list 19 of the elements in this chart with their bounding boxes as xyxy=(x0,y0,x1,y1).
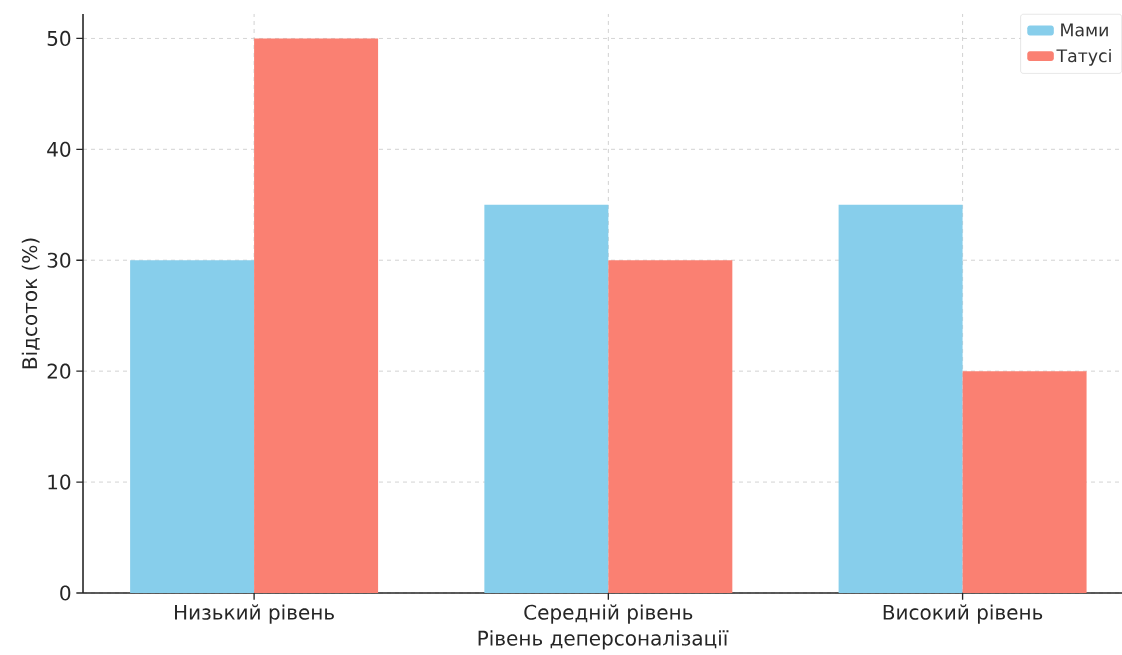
y-axis-title: Відсоток (%) xyxy=(21,238,40,369)
legend-label: Татусі xyxy=(1056,48,1111,66)
x-tick-label: Середній рівень xyxy=(524,604,693,624)
x-tick-label: Низький рівень xyxy=(175,604,334,624)
y-tick-label: 30 xyxy=(47,252,71,268)
bar xyxy=(254,38,379,593)
y-tick-label: 40 xyxy=(47,141,71,157)
x-axis-title: Рівень деперсоналізації xyxy=(478,630,729,650)
bar xyxy=(484,204,609,593)
bar xyxy=(608,260,733,593)
bar xyxy=(962,371,1087,593)
y-tick-label: 10 xyxy=(48,474,71,490)
bar xyxy=(838,204,963,593)
y-tick-label: 0 xyxy=(60,585,71,601)
bar xyxy=(130,260,255,593)
y-tick-label: 20 xyxy=(47,363,71,379)
y-tick-label: 50 xyxy=(47,30,71,46)
x-tick-label: Високий рівень xyxy=(883,604,1043,624)
legend-label: Мами xyxy=(1061,23,1108,37)
